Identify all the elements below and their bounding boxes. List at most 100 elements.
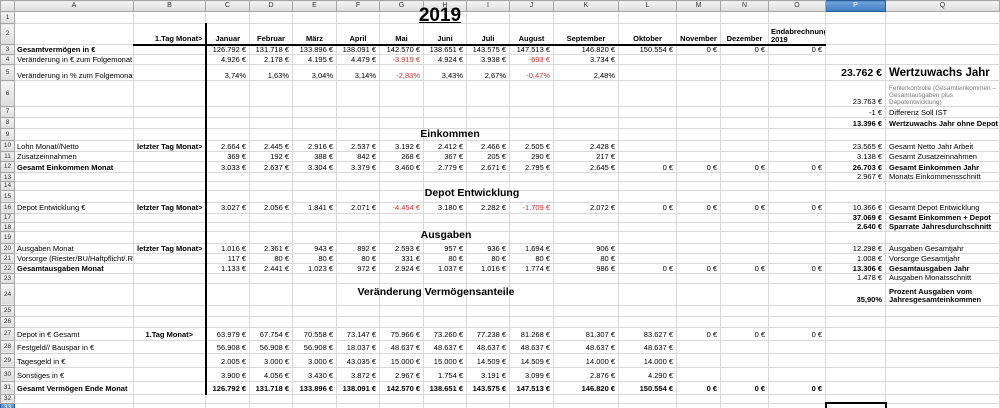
cell-J3[interactable]: 147.513 €: [509, 44, 554, 55]
cell-P12[interactable]: 26.703 €: [825, 161, 886, 173]
cell-H25[interactable]: [423, 304, 467, 317]
cell-K9[interactable]: [553, 128, 619, 141]
cell-N3[interactable]: 0 €: [720, 44, 769, 55]
cell-H23[interactable]: [423, 273, 467, 284]
cell-M27[interactable]: 0 €: [676, 326, 721, 341]
cell-B32[interactable]: [133, 393, 206, 404]
cell-C14[interactable]: [205, 181, 250, 191]
cell-G6[interactable]: [379, 80, 424, 107]
cell-I21[interactable]: 80 €: [466, 253, 510, 265]
cell-F18[interactable]: [336, 222, 380, 233]
cell-C7[interactable]: [205, 106, 250, 118]
cell-B22[interactable]: [133, 263, 207, 275]
cell-M6[interactable]: [676, 80, 721, 107]
cell-Q9[interactable]: [885, 128, 1000, 141]
row-header-31[interactable]: 31: [0, 380, 15, 395]
cell-L27[interactable]: 83.627 €: [618, 326, 677, 341]
cell-E17[interactable]: [292, 212, 337, 224]
cell-O5[interactable]: [768, 64, 826, 81]
row-header-25[interactable]: 25: [0, 304, 15, 317]
cell-H11[interactable]: 367 €: [423, 151, 467, 162]
cell-P21[interactable]: 1.008 €: [825, 253, 886, 265]
cell-L31[interactable]: 150.554 €: [618, 380, 677, 395]
cell-A17[interactable]: [14, 212, 134, 224]
cell-H7[interactable]: [423, 106, 467, 118]
cell-G7[interactable]: [379, 106, 424, 118]
cell-A25[interactable]: [14, 304, 134, 317]
cell-I2[interactable]: Juli: [466, 23, 510, 46]
col-header-B[interactable]: B: [133, 0, 206, 12]
cell-Q24[interactable]: Prozent Ausgaben vom Jahresgesamteinkomm…: [885, 282, 1000, 306]
cell-Q16[interactable]: Gesamt Depot Entwicklung: [885, 201, 1000, 214]
cell-O31[interactable]: 0 €: [768, 380, 826, 395]
cell-G28[interactable]: 48.637 €: [379, 339, 424, 354]
cell-K17[interactable]: [553, 212, 619, 224]
cell-A3[interactable]: Gesamtvermögen in €: [14, 44, 134, 55]
cell-K5[interactable]: 2,48%: [553, 64, 619, 81]
cell-D5[interactable]: 1,63%: [249, 64, 293, 81]
cell-N27[interactable]: 0 €: [720, 326, 769, 341]
cell-O28[interactable]: [768, 339, 826, 354]
cell-F15[interactable]: [336, 189, 380, 203]
cell-C29[interactable]: 2.005 €: [205, 352, 250, 368]
cell-O22[interactable]: 0 €: [768, 263, 826, 275]
cell-K29[interactable]: 14.000 €: [553, 352, 619, 368]
cell-J21[interactable]: 80 €: [509, 253, 554, 265]
cell-G21[interactable]: 331 €: [379, 253, 424, 265]
cell-L7[interactable]: [618, 106, 677, 118]
cell-E24[interactable]: [292, 282, 337, 306]
cell-D28[interactable]: 56.908 €: [249, 339, 293, 354]
cell-O4[interactable]: [768, 54, 826, 65]
cell-B26[interactable]: [133, 315, 207, 328]
cell-B9[interactable]: [133, 128, 207, 141]
cell-L20[interactable]: [618, 243, 677, 255]
cell-A11[interactable]: Zusatzeinnahmen: [14, 151, 134, 162]
cell-B24[interactable]: [133, 282, 207, 306]
cell-K13[interactable]: [553, 171, 619, 183]
cell-C22[interactable]: 1.133 €: [205, 263, 250, 275]
cell-D15[interactable]: [249, 189, 293, 203]
cell-F12[interactable]: 3.379 €: [336, 161, 380, 173]
cell-N21[interactable]: [720, 253, 769, 265]
cell-L33[interactable]: [618, 402, 677, 408]
row-header-11[interactable]: 11: [0, 151, 15, 162]
cell-M2[interactable]: November: [676, 23, 721, 46]
cell-Q25[interactable]: [885, 304, 1000, 317]
cell-F14[interactable]: [336, 181, 380, 191]
cell-H27[interactable]: 73.260 €: [423, 326, 467, 341]
cell-E11[interactable]: 388 €: [292, 151, 337, 162]
cell-C28[interactable]: 56.908 €: [205, 339, 250, 354]
cell-L6[interactable]: [618, 80, 677, 107]
row-header-29[interactable]: 29: [0, 352, 15, 368]
cell-P31[interactable]: [825, 380, 886, 395]
cell-J12[interactable]: 2.795 €: [509, 161, 554, 173]
cell-F13[interactable]: [336, 171, 380, 183]
cell-C23[interactable]: [205, 273, 250, 284]
cell-J24[interactable]: [509, 282, 554, 306]
cell-N23[interactable]: [720, 273, 769, 284]
cell-E32[interactable]: [292, 393, 337, 404]
cell-J6[interactable]: [509, 80, 554, 107]
row-header-4[interactable]: 4: [0, 54, 15, 65]
cell-C2[interactable]: Januar: [205, 23, 250, 46]
cell-Q22[interactable]: Gesamtausgaben Jahr: [885, 263, 1000, 275]
cell-I28[interactable]: 48.637 €: [466, 339, 510, 354]
cell-L26[interactable]: [618, 315, 677, 328]
cell-K16[interactable]: 2.072 €: [553, 201, 619, 214]
cell-B12[interactable]: [133, 161, 207, 173]
cell-C11[interactable]: 369 €: [205, 151, 250, 162]
cell-N5[interactable]: [720, 64, 769, 81]
cell-C13[interactable]: [205, 171, 250, 183]
cell-K32[interactable]: [553, 393, 619, 404]
cell-H10[interactable]: 2.412 €: [423, 140, 467, 152]
cell-O33[interactable]: [768, 402, 826, 408]
cell-G19[interactable]: [379, 231, 424, 245]
cell-N20[interactable]: [720, 243, 769, 255]
cell-A13[interactable]: [14, 171, 134, 183]
col-header-D[interactable]: D: [249, 0, 293, 12]
cell-O3[interactable]: 0 €: [768, 44, 826, 55]
cell-H4[interactable]: 4.924 €: [423, 54, 467, 65]
cell-C27[interactable]: 63.979 €: [205, 326, 250, 341]
cell-K27[interactable]: 81.307 €: [553, 326, 619, 341]
cell-F11[interactable]: 842 €: [336, 151, 380, 162]
